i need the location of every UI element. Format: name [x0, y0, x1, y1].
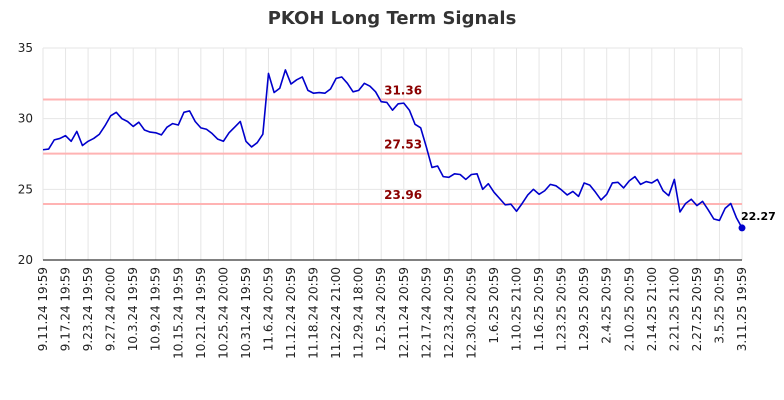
x-tick-label: 2.14.25 21:00: [645, 267, 659, 351]
x-tick-label: 11.12.24 20:59: [284, 267, 298, 359]
x-tick-label: 9.27.24 20:00: [104, 267, 118, 351]
x-tick-label: 10.21.24 19:59: [194, 267, 208, 359]
x-tick-label: 12.17.24 20:59: [419, 267, 433, 359]
x-tick-label: 12.5.24 20:59: [374, 267, 388, 351]
x-tick-label: 12.30.24 20:59: [464, 267, 478, 359]
last-point-marker: [738, 224, 746, 232]
x-tick-label: 11.29.24 18:00: [352, 267, 366, 359]
x-tick-label: 1.23.25 20:59: [555, 267, 569, 351]
x-tick-label: 2.10.25 20:59: [622, 267, 636, 351]
labels: 31.36 27.53 23.96 22.27: [384, 83, 776, 222]
x-tick-label: 11.18.24 20:59: [307, 267, 321, 359]
x-tick-label: 9.23.24 19:59: [81, 267, 95, 351]
x-tick-label: 12.23.24 20:59: [442, 267, 456, 359]
reference-line-label: 27.53: [384, 138, 422, 152]
x-tick-label: 11.22.24 21:00: [329, 267, 343, 359]
x-tick-label: 10.9.24 19:59: [149, 267, 163, 351]
y-tick-label: 25: [18, 182, 33, 196]
x-tick-label: 1.10.25 21:00: [510, 267, 524, 351]
x-tick-label: 12.11.24 20:59: [397, 267, 411, 359]
y-tick-label: 35: [18, 41, 33, 55]
axes: 20 25 30 35 9.11.24 19:59 9.17.24 19:59 9.23.2…: [18, 41, 749, 359]
x-tick-label: 10.3.24 19:59: [126, 267, 140, 351]
series-line: [42, 69, 743, 229]
reference-line-label: 31.36: [384, 83, 422, 97]
x-tick-label: 2.21.25 21:00: [667, 267, 681, 351]
x-tick-label: 10.15.24 19:59: [171, 267, 185, 359]
x-tick-label: 9.17.24 19:59: [59, 267, 73, 351]
reference-lines: [43, 98, 742, 206]
last-value-label: 22.27: [741, 210, 776, 223]
series: [42, 69, 746, 232]
x-tick-label: 1.29.25 20:59: [577, 267, 591, 351]
x-tick-label: 11.6.24 20:59: [261, 267, 275, 351]
reference-line-label: 23.96: [384, 188, 422, 202]
x-tick-label: 3.11.25 19:59: [735, 267, 749, 351]
x-tick-label: 3.5.25 20:59: [712, 267, 726, 344]
x-tick-label: 1.16.25 20:59: [532, 267, 546, 351]
x-tick-label: 2.4.25 20:59: [600, 267, 614, 344]
x-tick-label: 9.11.24 19:59: [36, 267, 50, 351]
x-tick-label: 1.6.25 20:59: [487, 267, 501, 344]
chart-title: PKOH Long Term Signals: [267, 8, 517, 29]
x-tick-label: 10.25.24 20:00: [216, 267, 230, 359]
y-tick-label: 20: [18, 253, 33, 267]
x-tick-label: 10.31.24 19:59: [239, 267, 253, 359]
x-tick-label: 2.27.25 20:59: [690, 267, 704, 351]
y-tick-label: 30: [18, 112, 33, 126]
